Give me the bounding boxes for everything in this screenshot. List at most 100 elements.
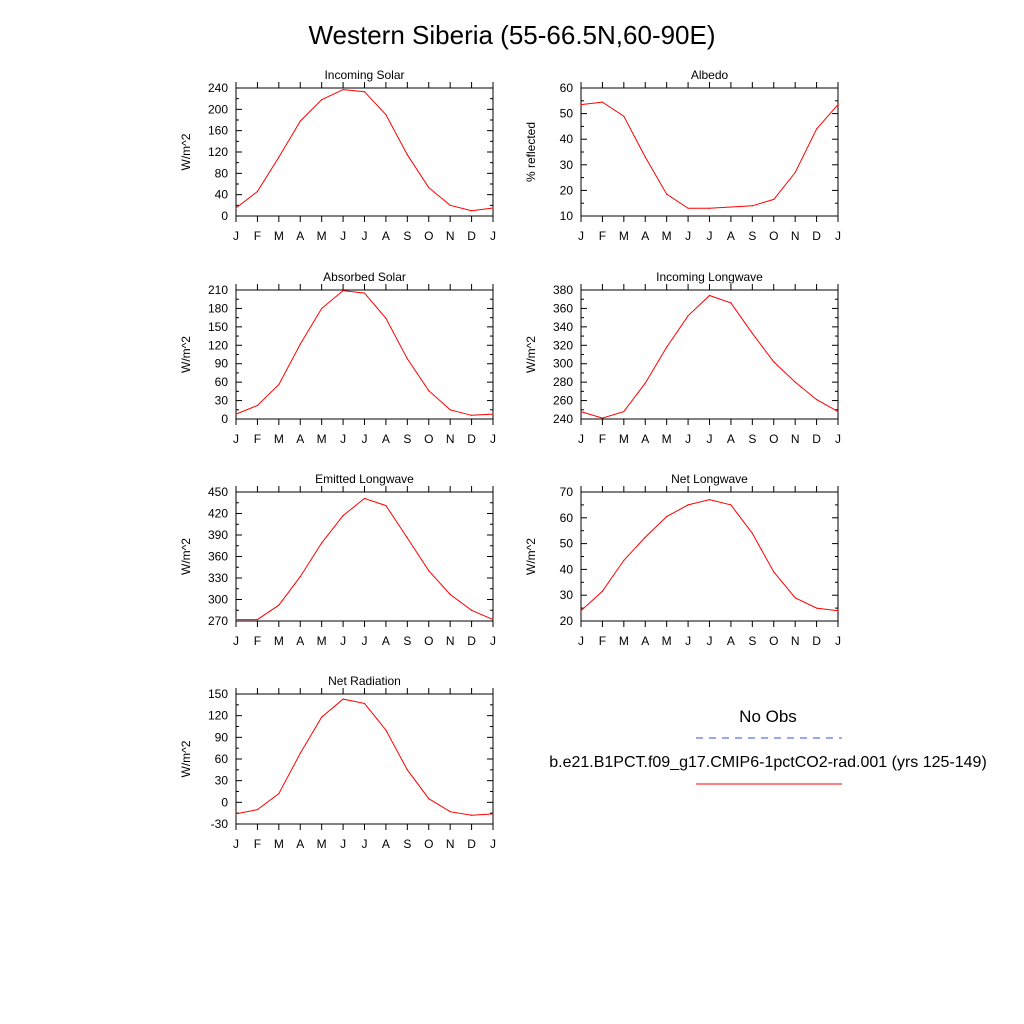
x-tick-label: O (424, 634, 433, 648)
x-tick-label: J (362, 229, 368, 243)
y-tick-label: 0 (221, 412, 228, 426)
y-axis-label: W/m^2 (179, 336, 193, 373)
x-tick-label: M (317, 229, 327, 243)
y-axis-label: W/m^2 (179, 538, 193, 575)
data-point (235, 207, 237, 209)
x-tick-label: O (769, 432, 778, 446)
data-point (363, 497, 366, 500)
y-tick-label: 270 (208, 614, 228, 628)
data-point (406, 358, 408, 360)
x-tick-label: J (490, 432, 496, 446)
y-tick-label: 80 (215, 166, 229, 180)
y-tick-label: 20 (560, 183, 574, 197)
x-tick-label: J (233, 432, 239, 446)
x-tick-label: A (296, 432, 304, 446)
x-tick-label: O (424, 229, 433, 243)
data-point (623, 559, 625, 561)
x-tick-label: J (685, 432, 691, 446)
data-point (794, 171, 796, 174)
data-point (406, 154, 408, 156)
x-tick-label: S (403, 432, 411, 446)
data-point (687, 207, 689, 209)
data-point (492, 618, 494, 621)
panel-title: Incoming Solar (324, 68, 404, 82)
data-point (492, 813, 494, 815)
y-tick-label: 50 (560, 537, 574, 551)
x-tick-label: M (619, 432, 629, 446)
x-tick-label: F (599, 634, 606, 648)
x-tick-label: O (424, 432, 433, 446)
plot-frame (235, 693, 494, 825)
x-tick-label: A (382, 634, 390, 648)
page-title: Western Siberia (55-66.5N,60-90E) (308, 20, 716, 50)
data-point (794, 381, 796, 383)
x-tick-label: N (791, 634, 800, 648)
y-tick-label: 150 (208, 320, 228, 334)
data-point (385, 317, 387, 319)
data-point (644, 156, 646, 158)
plot-frame (580, 491, 839, 622)
data-point (773, 361, 775, 363)
x-tick-label: M (274, 837, 284, 851)
y-tick-label: 10 (560, 209, 574, 223)
y-tick-label: 40 (560, 562, 574, 576)
panel-title: Absorbed Solar (323, 270, 406, 284)
x-tick-label: M (317, 837, 327, 851)
x-tick-label: F (599, 229, 606, 243)
y-tick-label: 120 (208, 145, 228, 159)
data-point (730, 504, 732, 506)
y-tick-label: 280 (553, 375, 573, 389)
x-tick-label: A (382, 837, 390, 851)
data-point (666, 193, 668, 195)
data-point (299, 120, 301, 122)
data-point (342, 89, 344, 91)
y-tick-label: 380 (553, 283, 573, 297)
data-point (385, 505, 387, 507)
x-tick-label: M (662, 432, 672, 446)
y-tick-label: 360 (208, 550, 228, 564)
data-point (580, 610, 582, 612)
y-tick-label: 160 (208, 124, 228, 138)
x-tick-label: M (274, 634, 284, 648)
x-tick-label: J (578, 634, 584, 648)
y-axis-label: % reflected (524, 122, 538, 182)
y-tick-label: 200 (208, 102, 228, 116)
x-tick-label: J (233, 634, 239, 648)
y-tick-label: 40 (560, 132, 574, 146)
panel-title: Emitted Longwave (315, 472, 414, 486)
data-point (449, 811, 451, 813)
x-tick-label: J (340, 432, 346, 446)
data-point (299, 343, 301, 345)
x-tick-label: N (791, 432, 800, 446)
y-tick-label: 260 (553, 394, 573, 408)
data-point (363, 91, 366, 93)
x-tick-label: J (707, 432, 713, 446)
x-tick-label: A (296, 837, 304, 851)
y-tick-label: 60 (560, 511, 574, 525)
x-tick-label: A (296, 229, 304, 243)
y-tick-label: 150 (208, 687, 228, 701)
data-point (751, 332, 753, 334)
y-axis-label: W/m^2 (524, 538, 538, 575)
data-point (256, 190, 259, 193)
y-tick-label: 30 (215, 774, 229, 788)
y-tick-label: 240 (208, 81, 228, 95)
x-tick-label: O (769, 634, 778, 648)
plot-frame (580, 87, 839, 217)
data-point (235, 813, 237, 815)
y-tick-label: -30 (211, 817, 229, 831)
y-tick-label: 120 (208, 338, 228, 352)
x-tick-label: M (317, 634, 327, 648)
x-tick-label: J (233, 229, 239, 243)
y-tick-label: 90 (215, 730, 229, 744)
y-axis-label: W/m^2 (179, 740, 193, 777)
x-tick-label: O (424, 837, 433, 851)
x-tick-label: J (340, 837, 346, 851)
data-point (644, 536, 646, 538)
x-tick-label: A (382, 432, 390, 446)
series-line (580, 294, 839, 419)
data-point (256, 618, 259, 621)
data-point (278, 156, 280, 158)
